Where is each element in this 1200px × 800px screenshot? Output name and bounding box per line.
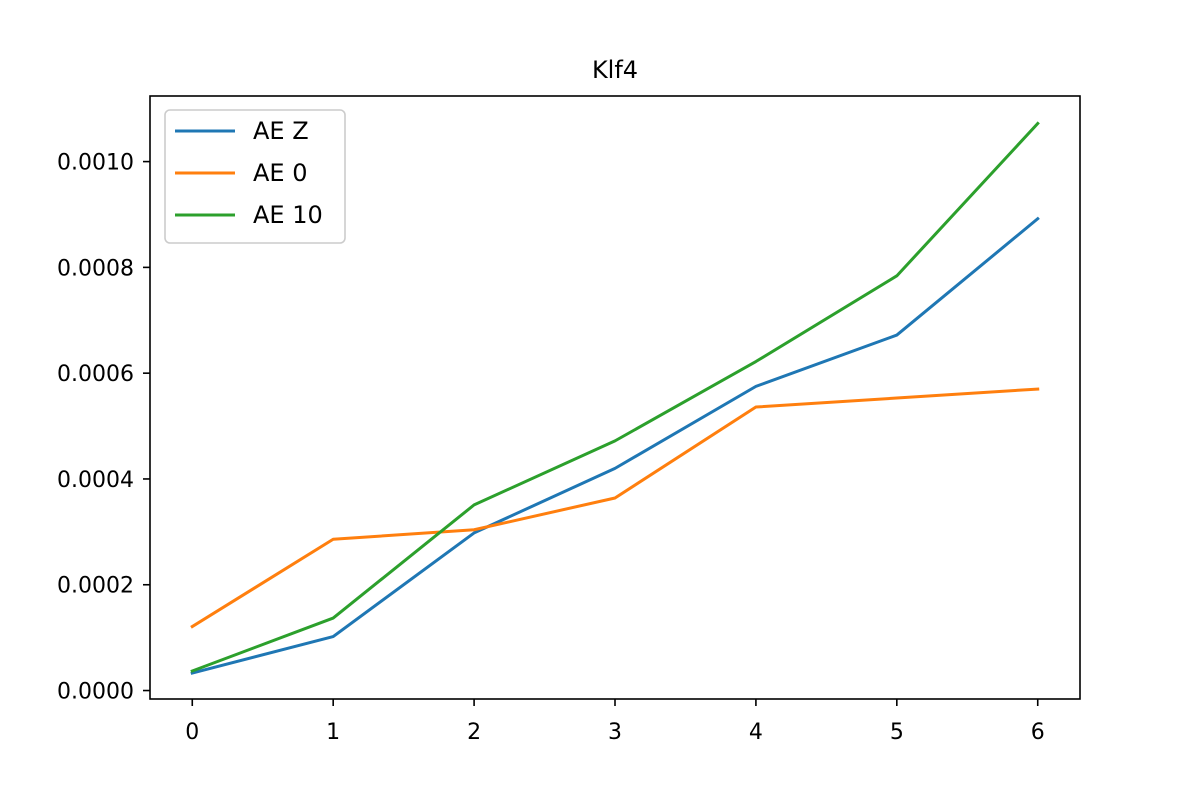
legend-label: AE 0 bbox=[253, 159, 307, 187]
x-tick-label: 2 bbox=[467, 720, 481, 745]
legend-box bbox=[164, 109, 346, 244]
y-tick-label: 0.0002 bbox=[57, 574, 134, 599]
legend: AE Z AE 0 AE 10 bbox=[164, 109, 346, 244]
legend-label: AE Z bbox=[253, 117, 309, 145]
y-tick-label: 0.0000 bbox=[57, 680, 134, 705]
x-tick-label: 1 bbox=[326, 720, 340, 745]
x-tick-label: 3 bbox=[608, 720, 622, 745]
x-tick-label: 5 bbox=[890, 720, 904, 745]
chart-title: Klf4 bbox=[592, 56, 638, 84]
x-axis: 0 1 2 3 4 5 6 bbox=[185, 699, 1045, 745]
series-line-1 bbox=[190, 387, 1040, 629]
series-layer bbox=[190, 121, 1040, 675]
series-line-2 bbox=[190, 121, 1040, 673]
x-tick-label: 0 bbox=[185, 720, 199, 745]
y-axis: 0.0000 0.0002 0.0004 0.0006 0.0008 0.0010 bbox=[57, 151, 150, 705]
y-tick-label: 0.0004 bbox=[57, 468, 134, 493]
y-tick-label: 0.0006 bbox=[57, 362, 134, 387]
y-tick-label: 0.0010 bbox=[57, 151, 134, 176]
x-tick-label: 4 bbox=[749, 720, 763, 745]
series-line-0 bbox=[190, 216, 1040, 675]
y-tick-label: 0.0008 bbox=[57, 256, 134, 281]
legend-label: AE 10 bbox=[253, 201, 323, 229]
x-tick-label: 6 bbox=[1031, 720, 1045, 745]
